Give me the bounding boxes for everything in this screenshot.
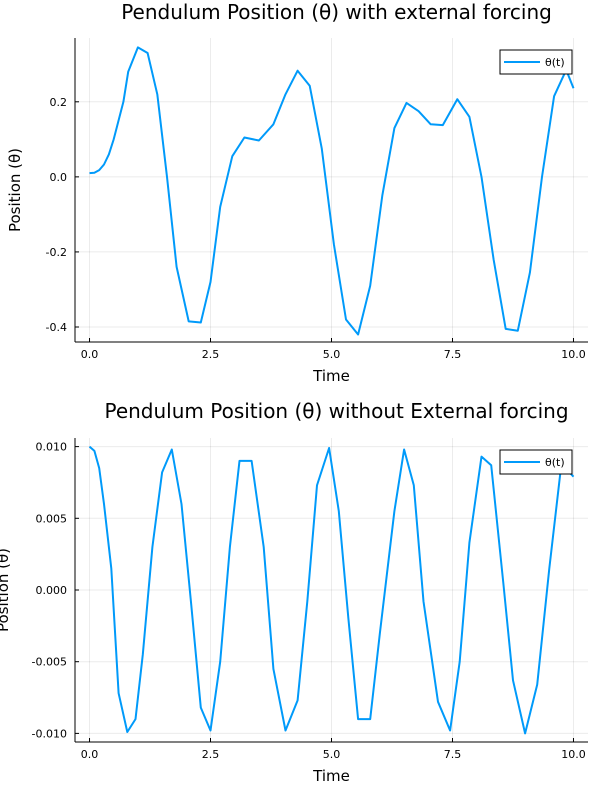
legend-label: θ(t) xyxy=(545,456,565,469)
y-tick-label: -0.010 xyxy=(32,727,67,740)
chart-2: 0.0 2.5 5.0 7.5 10.0 -0.010 -0.005 0.000 0.005 0.… xyxy=(0,399,588,785)
y-axis-label: Position (θ) xyxy=(6,148,24,232)
y-axis-label: Position (θ) xyxy=(0,548,12,632)
chart-title: Pendulum Position (θ) without External f… xyxy=(104,399,568,423)
x-tick-label: 7.5 xyxy=(444,348,462,361)
y-tick-label: 0.000 xyxy=(36,584,68,597)
chart-1: 0.0 2.5 5.0 7.5 10.0 -0.4 -0.2 0.0 0.2 Pendulum P… xyxy=(6,0,588,385)
y-tick-label: 0.010 xyxy=(36,441,68,454)
x-tick-label: 0.0 xyxy=(81,348,99,361)
legend-label: θ(t) xyxy=(545,56,565,69)
chart-title: Pendulum Position (θ) with external forc… xyxy=(121,0,552,24)
x-tick-label: 0.0 xyxy=(81,748,99,761)
y-tick-label: 0.005 xyxy=(36,512,68,525)
x-tick-label: 2.5 xyxy=(202,348,220,361)
y-tick-label: -0.005 xyxy=(32,656,67,669)
x-axis-label: Time xyxy=(312,367,350,385)
x-tick-label: 10.0 xyxy=(561,748,586,761)
series-line-theta xyxy=(89,46,575,336)
y-tick-label: 0.2 xyxy=(50,96,68,109)
x-tick-label: 5.0 xyxy=(323,748,341,761)
y-tick-label: 0.0 xyxy=(50,171,68,184)
x-tick-label: 10.0 xyxy=(561,348,586,361)
x-tick-label: 5.0 xyxy=(323,348,341,361)
x-axis-label: Time xyxy=(312,767,350,785)
x-tick-label: 2.5 xyxy=(202,748,220,761)
y-tick-label: -0.4 xyxy=(46,321,67,334)
series-line-theta xyxy=(88,445,575,735)
y-tick-label: -0.2 xyxy=(46,246,67,259)
x-tick-label: 7.5 xyxy=(444,748,462,761)
